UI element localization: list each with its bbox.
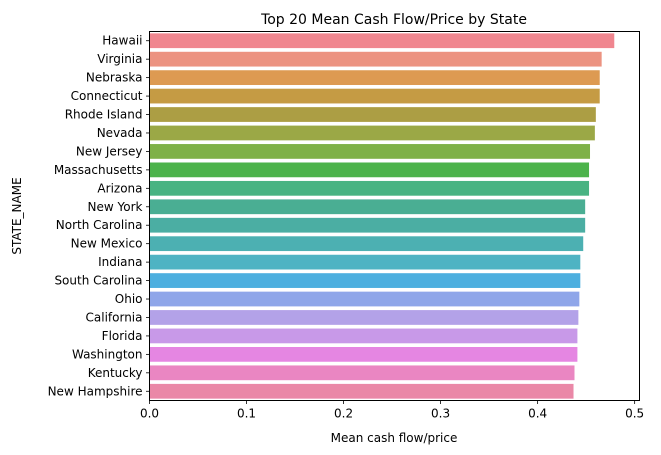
bar bbox=[149, 217, 586, 233]
category-label: New Hampshire bbox=[48, 384, 143, 398]
category-label: California bbox=[86, 310, 143, 324]
category-label: New Mexico bbox=[71, 237, 143, 251]
category-label: Rhode Island bbox=[65, 108, 143, 122]
bar bbox=[149, 346, 578, 362]
bar bbox=[149, 199, 586, 215]
category-label: Indiana bbox=[98, 255, 142, 269]
bar bbox=[149, 51, 602, 67]
category-label: New Jersey bbox=[76, 144, 143, 158]
category-label: South Carolina bbox=[54, 274, 142, 288]
bar bbox=[149, 125, 595, 141]
category-label: Connecticut bbox=[71, 89, 143, 103]
category-label: North Carolina bbox=[56, 218, 143, 232]
category-label: Arizona bbox=[97, 181, 142, 195]
bar bbox=[149, 273, 581, 288]
x-tick-label: 0.4 bbox=[528, 407, 547, 421]
category-label: Florida bbox=[102, 329, 143, 343]
bar bbox=[149, 383, 574, 399]
x-axis-ticks: 0.0 0.1 0.2 0.3 0.4 0.5 bbox=[140, 400, 644, 421]
category-label: Ohio bbox=[115, 292, 143, 306]
x-axis-label: Mean cash flow/price bbox=[331, 431, 458, 445]
bar bbox=[149, 236, 584, 252]
bar bbox=[149, 33, 615, 49]
category-label: Washington bbox=[72, 347, 143, 361]
bar bbox=[149, 144, 591, 159]
bar bbox=[149, 107, 596, 122]
x-tick-label: 0.2 bbox=[334, 407, 353, 421]
bars-group bbox=[149, 33, 615, 399]
bar bbox=[149, 291, 580, 307]
x-tick-label: 0.5 bbox=[625, 407, 644, 421]
bar bbox=[149, 162, 590, 178]
bar bbox=[149, 88, 600, 104]
category-label: Kentucky bbox=[88, 366, 143, 380]
y-axis-label: STATE_NAME bbox=[10, 177, 24, 254]
x-tick-label: 0.1 bbox=[237, 407, 256, 421]
bar bbox=[149, 365, 575, 381]
category-label: Nebraska bbox=[86, 71, 143, 85]
category-label: Nevada bbox=[97, 126, 143, 140]
x-tick-label: 0.3 bbox=[431, 407, 450, 421]
category-label: Virginia bbox=[97, 52, 142, 66]
bar bbox=[149, 70, 600, 86]
bar bbox=[149, 310, 579, 325]
plot-frame bbox=[149, 31, 640, 401]
category-label: Hawaii bbox=[102, 34, 142, 48]
category-label: Massachusetts bbox=[54, 163, 143, 177]
category-label: New York bbox=[88, 200, 143, 214]
bar bbox=[149, 254, 581, 270]
chart-title: Top 20 Mean Cash Flow/Price by State bbox=[260, 12, 527, 28]
bar bbox=[149, 180, 590, 196]
bar bbox=[149, 328, 578, 344]
category-labels: Hawaii Virginia Nebraska Connecticut Rhode I… bbox=[48, 34, 150, 398]
x-tick-label: 0.0 bbox=[140, 407, 159, 421]
